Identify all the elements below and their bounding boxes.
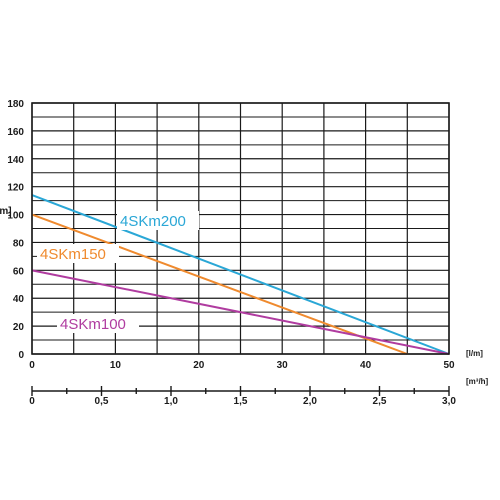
x-tick-label-m3h: 1,0 [164, 396, 178, 407]
series-lines [31, 194, 450, 355]
x-tick-label-m3h: 2,0 [303, 396, 317, 407]
series-line-4skm150 [31, 213, 408, 355]
y-tick-label: 80 [13, 238, 25, 249]
x-tick-label-lm: 0 [29, 360, 35, 371]
x-tick-label-m3h: 0 [29, 396, 35, 407]
series-label-bg [37, 244, 119, 263]
x-tick-label-m3h: 1,5 [234, 396, 248, 407]
y-tick-label: 140 [7, 155, 24, 166]
series-label-4skm100: 4SKm100 [60, 316, 126, 333]
x-tick-label-lm: 30 [277, 360, 289, 371]
x-tick-label-lm: 10 [110, 360, 122, 371]
y-tick-label: 20 [13, 322, 25, 333]
y-tick-label: 100 [7, 211, 24, 222]
y-tick-label: 60 [13, 266, 25, 277]
series-line-4skm200 [31, 194, 450, 355]
x-tick-label-lm: 50 [443, 360, 455, 371]
labels: 4SKm2004SKm1504SKm1000204060801001201401… [0, 99, 489, 407]
y-tick-label: 160 [7, 127, 24, 138]
series-label-4skm150: 4SKm150 [40, 246, 106, 263]
plot-frame [31, 102, 450, 396]
y-tick-label: 180 [7, 99, 24, 110]
x-tick-label-lm: 40 [360, 360, 372, 371]
y-tick-label: 120 [7, 183, 24, 194]
x-tick-label-m3h: 3,0 [442, 396, 456, 407]
series-label-bg [117, 211, 199, 230]
series-line-4skm100 [31, 269, 450, 355]
x-tick-label-m3h: 2,5 [373, 396, 387, 407]
y-tick-label: 0 [18, 350, 24, 361]
x-unit-m3h: [m³/h] [466, 377, 489, 386]
series-label-4skm200: 4SKm200 [120, 213, 186, 230]
series-label-bg [57, 314, 139, 333]
x-tick-label-lm: 20 [193, 360, 205, 371]
x-unit-lm: [l/m] [466, 349, 483, 358]
y-axis-label: [m] [0, 206, 12, 217]
x-tick-label-m3h: 0,5 [95, 396, 109, 407]
plot-border [31, 102, 450, 355]
y-tick-label: 40 [13, 294, 25, 305]
